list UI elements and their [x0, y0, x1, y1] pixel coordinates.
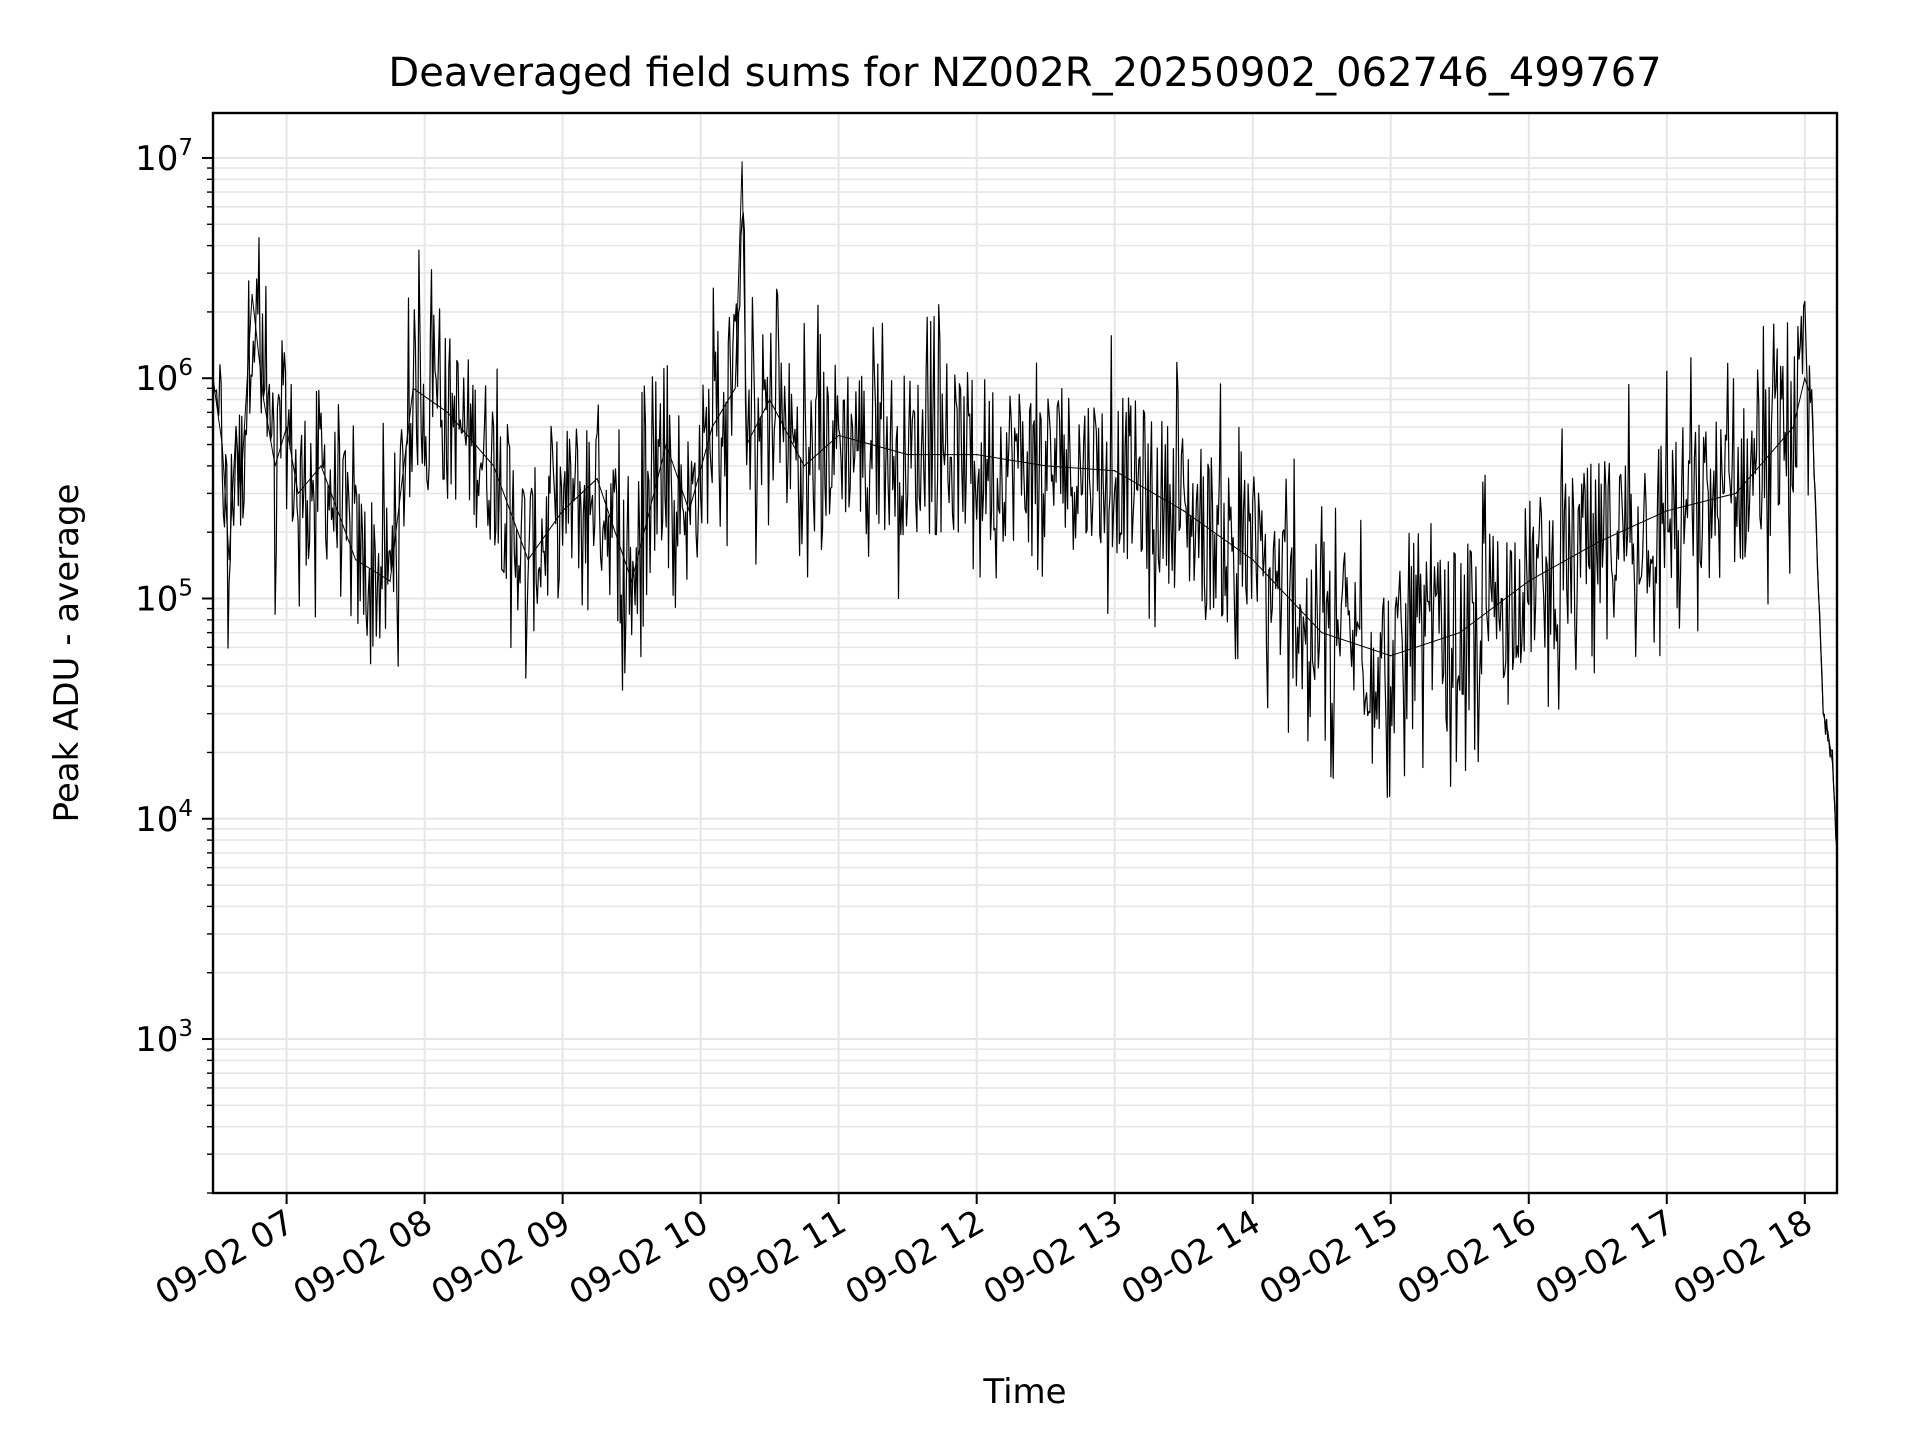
series-anchor-line [212, 161, 1838, 853]
y-axis-label: Peak ADU - average [47, 484, 87, 823]
y-tick-label: 106 [135, 355, 193, 399]
y-tick-label: 103 [135, 1016, 193, 1060]
grid-lines [213, 113, 1837, 1194]
chart-title: Deaveraged field sums for NZ002R_2025090… [388, 50, 1661, 96]
y-tick-label: 105 [135, 575, 193, 619]
data-series [212, 161, 1838, 854]
y-tick-label: 104 [135, 796, 193, 840]
series-line [212, 212, 1838, 850]
x-axis-label: Time [982, 1372, 1066, 1412]
plot-frame [211, 111, 1839, 1195]
y-tick-label: 107 [135, 135, 193, 179]
